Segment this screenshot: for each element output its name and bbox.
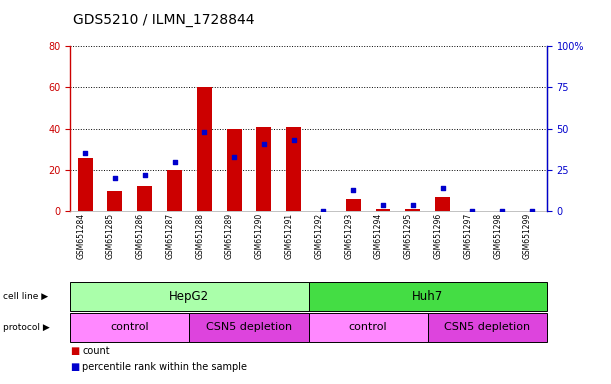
- Text: GSM651297: GSM651297: [463, 213, 472, 259]
- Text: count: count: [82, 346, 110, 356]
- Bar: [405, 209, 420, 211]
- Text: CSN5 depletion: CSN5 depletion: [444, 322, 530, 333]
- Text: Huh7: Huh7: [412, 290, 444, 303]
- Point: [140, 172, 150, 178]
- Bar: [257, 127, 271, 211]
- Text: HepG2: HepG2: [169, 290, 210, 303]
- Point: [289, 137, 299, 143]
- Text: GDS5210 / ILMN_1728844: GDS5210 / ILMN_1728844: [73, 13, 255, 27]
- Text: GSM651286: GSM651286: [136, 213, 145, 259]
- Bar: [167, 170, 182, 211]
- Text: GSM651292: GSM651292: [315, 213, 323, 259]
- Point: [497, 208, 507, 214]
- Text: control: control: [349, 322, 387, 333]
- Point: [318, 208, 328, 214]
- Text: cell line ▶: cell line ▶: [3, 292, 48, 301]
- Text: GSM651284: GSM651284: [76, 213, 85, 259]
- Point: [437, 185, 447, 191]
- Bar: [137, 187, 152, 211]
- Text: GSM651299: GSM651299: [523, 213, 532, 259]
- Point: [199, 129, 209, 135]
- Point: [229, 154, 239, 160]
- Text: GSM651298: GSM651298: [493, 213, 502, 259]
- Text: GSM651288: GSM651288: [196, 213, 204, 259]
- Text: ■: ■: [70, 362, 79, 372]
- Text: GSM651295: GSM651295: [404, 213, 413, 259]
- Bar: [435, 197, 450, 211]
- Bar: [376, 209, 390, 211]
- Bar: [78, 157, 93, 211]
- Point: [467, 208, 477, 214]
- Text: GSM651289: GSM651289: [225, 213, 234, 259]
- Bar: [197, 88, 212, 211]
- Point: [110, 175, 120, 181]
- Text: GSM651285: GSM651285: [106, 213, 115, 259]
- Bar: [108, 190, 122, 211]
- Text: GSM651291: GSM651291: [285, 213, 294, 259]
- Point: [80, 150, 90, 157]
- Text: GSM651294: GSM651294: [374, 213, 383, 259]
- Text: ■: ■: [70, 346, 79, 356]
- Text: percentile rank within the sample: percentile rank within the sample: [82, 362, 247, 372]
- Bar: [286, 127, 301, 211]
- Text: GSM651293: GSM651293: [344, 213, 353, 259]
- Text: CSN5 depletion: CSN5 depletion: [206, 322, 292, 333]
- Point: [527, 208, 537, 214]
- Point: [408, 202, 418, 208]
- Text: GSM651287: GSM651287: [166, 213, 175, 259]
- Point: [378, 202, 388, 208]
- Bar: [346, 199, 360, 211]
- Point: [259, 141, 269, 147]
- Point: [348, 187, 358, 193]
- Text: protocol ▶: protocol ▶: [3, 323, 50, 332]
- Text: control: control: [111, 322, 149, 333]
- Text: GSM651296: GSM651296: [434, 213, 442, 259]
- Text: GSM651290: GSM651290: [255, 213, 264, 259]
- Bar: [227, 129, 241, 211]
- Point: [170, 159, 180, 165]
